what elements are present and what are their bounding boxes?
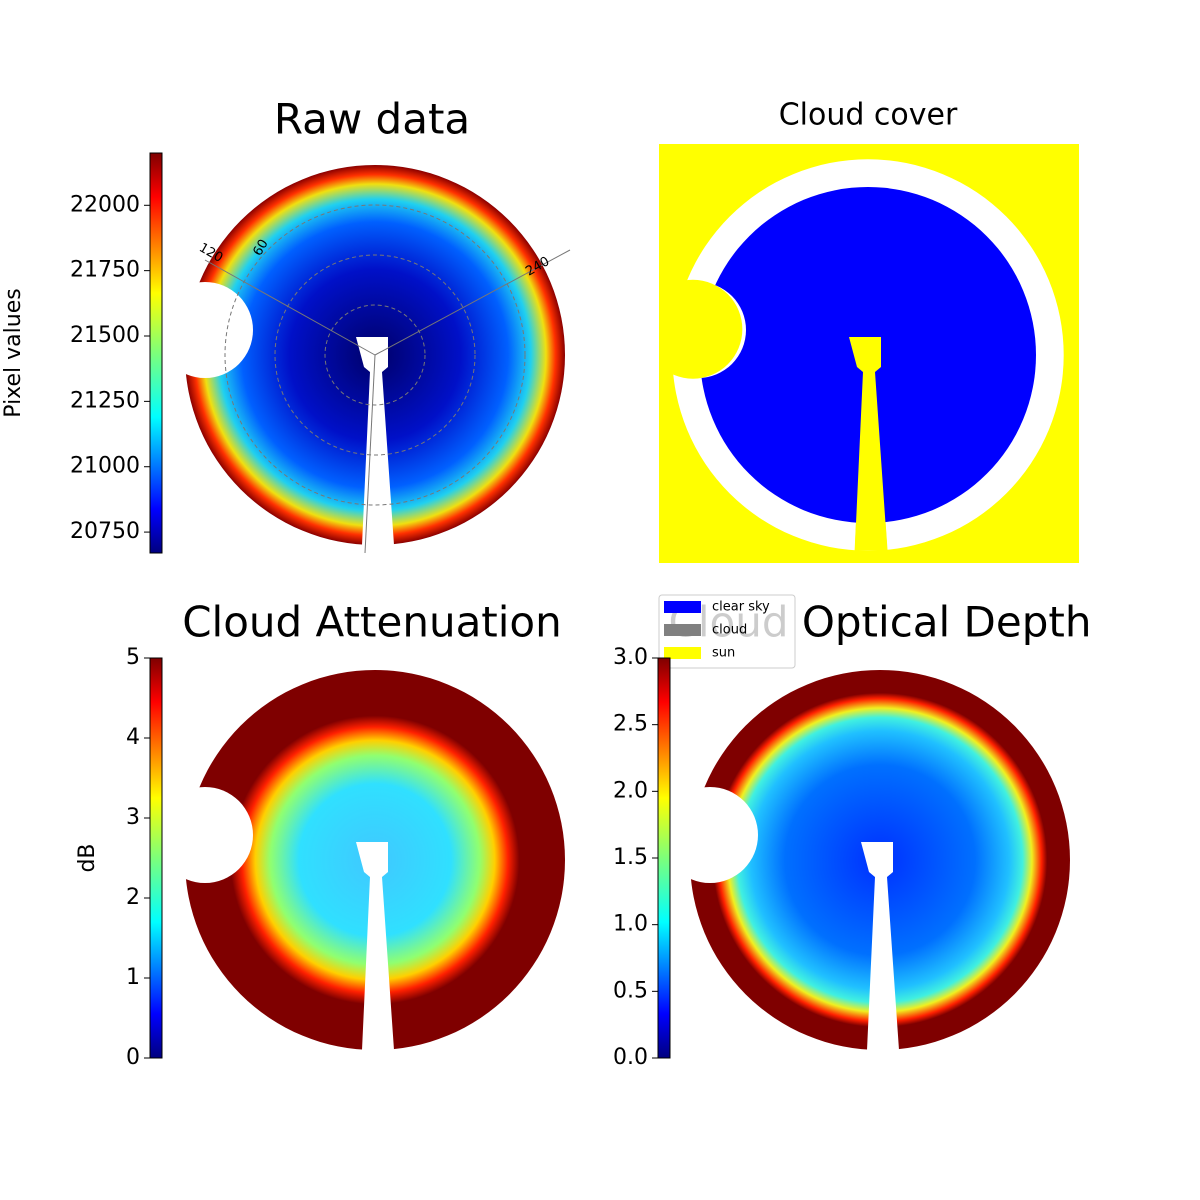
colorbar-tick-label: 4 (126, 725, 140, 750)
legend-label: sun (712, 646, 735, 661)
colorbar-tick-label: 2 (126, 885, 140, 910)
optical-depth-image (680, 660, 1080, 1060)
colorbar-tick-label: 0.5 (613, 978, 648, 1003)
colorbar (657, 657, 671, 1059)
colorbar-tick-label: 22000 (70, 192, 140, 217)
legend-swatch (664, 647, 701, 659)
colorbar (149, 152, 163, 554)
angle-label: 60 (251, 237, 272, 259)
legend-label: clear sky (712, 600, 770, 615)
colorbar-label: dB (75, 843, 100, 872)
colorbar (149, 657, 163, 1059)
colorbar-tick-label: 21250 (70, 388, 140, 413)
legend-swatch (664, 601, 701, 613)
colorbar-tick-label: 21000 (70, 454, 140, 479)
panel-title: Cloud Attenuation (182, 598, 562, 647)
colorbar-tick-label: 21500 (70, 323, 140, 348)
colorbar-tick-label: 3 (126, 805, 140, 830)
colorbar-tick-label: 3.0 (613, 645, 648, 670)
panel-title: Raw data (274, 95, 470, 144)
colorbar-tick-label: 2.5 (613, 712, 648, 737)
colorbar-tick-label: 1 (126, 965, 140, 990)
colorbar-tick-label: 21750 (70, 258, 140, 283)
legend-label: cloud (712, 623, 747, 638)
attenuation-image (175, 660, 575, 1060)
legend: clear sky cloud sun (658, 594, 796, 669)
legend-swatch (664, 624, 701, 636)
colorbar-tick-label: 0.0 (613, 1045, 648, 1070)
colorbar-tick-label: 2.0 (613, 778, 648, 803)
colorbar-tick-label: 1.5 (613, 845, 648, 870)
colorbar-tick-label: 0 (126, 1045, 140, 1070)
colorbar-tick-label: 5 (126, 645, 140, 670)
panel-title: Cloud cover (779, 98, 958, 133)
cloud-cover-image (662, 149, 1074, 561)
raw-image: 120 60 240 (175, 155, 575, 555)
colorbar-label: Pixel values (1, 288, 26, 417)
colorbar-tick-label: 20750 (70, 519, 140, 544)
colorbar-tick-label: 1.0 (613, 912, 648, 937)
